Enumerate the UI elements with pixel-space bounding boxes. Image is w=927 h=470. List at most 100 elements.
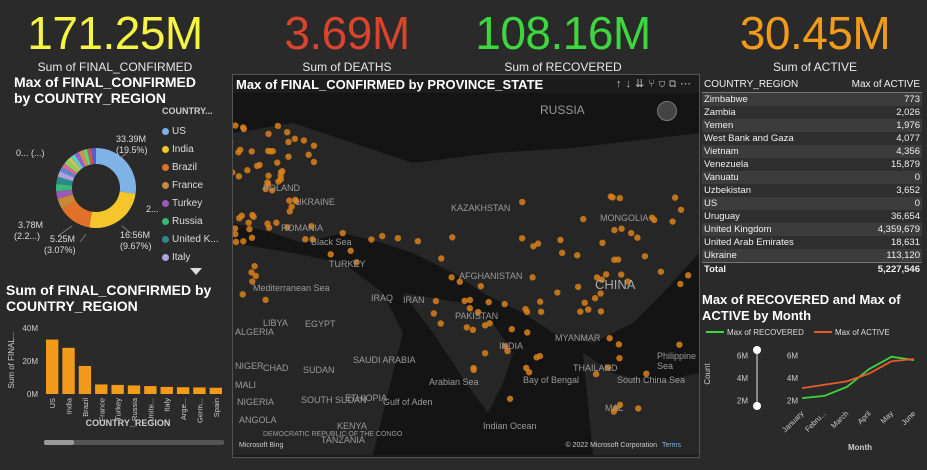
map-bubble[interactable] <box>599 239 606 247</box>
bar[interactable] <box>193 387 206 394</box>
map-bubble[interactable] <box>285 153 292 160</box>
map-bubble[interactable] <box>248 234 256 241</box>
map-bubble[interactable] <box>233 230 239 238</box>
donut-slice[interactable] <box>56 176 73 186</box>
map-bubble[interactable] <box>265 130 272 138</box>
donut-slice[interactable] <box>61 200 92 228</box>
map-bubble[interactable] <box>676 341 683 348</box>
map-bubble[interactable] <box>456 278 463 285</box>
bar[interactable] <box>78 365 92 394</box>
line-visual[interactable]: Max of RECOVERED and Max of ACTIVE by Mo… <box>702 292 924 462</box>
table-row[interactable]: Zambia 2,026 <box>702 106 922 119</box>
map-bubble[interactable] <box>246 225 253 233</box>
map-bubble[interactable] <box>616 354 623 362</box>
map-bubble[interactable] <box>252 272 259 280</box>
map-bubble[interactable] <box>477 282 485 290</box>
map-bubble[interactable] <box>537 308 545 315</box>
map-bubble[interactable] <box>302 236 309 243</box>
table-visual[interactable]: COUNTRY_REGION Max of ACTIVE Zimbabwe 773… <box>702 76 922 282</box>
map-bubble[interactable] <box>609 194 616 201</box>
donut-slice[interactable] <box>78 150 89 167</box>
donut-slice[interactable] <box>74 152 86 168</box>
map-bubble[interactable] <box>529 274 536 281</box>
col-header-country[interactable]: COUNTRY_REGION <box>702 76 829 93</box>
map-bubble[interactable] <box>651 216 658 224</box>
donut-slice[interactable] <box>56 183 73 192</box>
legend-item-1[interactable]: India <box>162 140 226 158</box>
table-row[interactable]: Zimbabwe 773 <box>702 92 922 106</box>
legend-item-4[interactable]: Turkey <box>162 194 226 212</box>
legend-item-5[interactable]: Russia <box>162 212 226 230</box>
map-bubble[interactable] <box>239 124 247 131</box>
map-bubble[interactable] <box>524 329 531 336</box>
bar[interactable] <box>176 387 190 394</box>
map-bubble[interactable] <box>379 232 386 240</box>
map-bubble[interactable] <box>235 173 243 180</box>
map-bubble[interactable] <box>577 308 584 315</box>
map-bubble[interactable] <box>525 368 533 376</box>
map-bubble[interactable] <box>308 223 315 230</box>
map-visual[interactable]: Max of FINAL_CONFIRMED by PROVINCE_STATE… <box>232 74 700 458</box>
map-bubble[interactable] <box>534 240 542 247</box>
map-bubble[interactable] <box>291 135 299 143</box>
map-bubble[interactable] <box>634 234 641 241</box>
drill-down-icon[interactable]: ↓ <box>625 78 635 90</box>
map-bubble[interactable] <box>268 187 276 194</box>
map-bubble[interactable] <box>249 278 256 285</box>
map-bubble[interactable] <box>597 290 604 297</box>
map-bubble[interactable] <box>353 259 360 266</box>
map-bubble[interactable] <box>285 138 292 146</box>
map-bubble[interactable] <box>481 350 489 357</box>
filter-icon[interactable]: ⛉ <box>658 78 670 90</box>
map-bubble[interactable] <box>610 408 618 415</box>
kpi-recovered[interactable]: 108.16M Sum of RECOVERED <box>468 10 658 74</box>
donut-slice[interactable] <box>96 148 136 194</box>
drill-mode-icon[interactable]: ⑂ <box>648 78 659 90</box>
map-bubble[interactable] <box>438 255 445 262</box>
map-bubble[interactable] <box>327 251 334 258</box>
map-bubble[interactable] <box>504 347 511 355</box>
map-bubble[interactable] <box>233 225 239 232</box>
map-bubble[interactable] <box>414 237 422 245</box>
donut-slice[interactable] <box>89 191 136 228</box>
donut-slice[interactable] <box>57 171 75 182</box>
map-bubble[interactable] <box>430 310 438 317</box>
map-bubble[interactable] <box>240 238 247 245</box>
map-bubble[interactable] <box>463 324 470 331</box>
expand-level-icon[interactable]: ⇊ <box>634 78 649 90</box>
map-bubble[interactable] <box>292 196 299 204</box>
donut-slice[interactable] <box>70 154 84 170</box>
donut-slice[interactable] <box>87 148 94 165</box>
map-bubble[interactable] <box>265 224 273 231</box>
map-bubble[interactable] <box>432 297 440 305</box>
table-row[interactable]: Ukraine 113,120 <box>702 249 922 263</box>
map-bubble[interactable] <box>501 343 509 350</box>
map-bubble[interactable] <box>310 158 318 166</box>
map-bubble[interactable] <box>604 364 612 371</box>
map-focus-icon[interactable] <box>657 101 677 121</box>
map-bubble[interactable] <box>506 395 514 402</box>
map-bubble[interactable] <box>618 271 625 278</box>
bar[interactable] <box>127 385 141 394</box>
map-bubble[interactable] <box>449 234 456 241</box>
map-bubble[interactable] <box>585 306 592 313</box>
map-bubble[interactable] <box>624 278 631 285</box>
map-bubble[interactable] <box>557 236 564 244</box>
more-options-icon[interactable]: ⋯ <box>680 78 695 90</box>
map-bubble[interactable] <box>581 299 588 306</box>
table-row[interactable]: US 0 <box>702 197 922 210</box>
map-bubble[interactable] <box>530 243 537 250</box>
map-bubble[interactable] <box>618 225 625 232</box>
line-chart[interactable]: Max of RECOVERED Max of ACTIVE Count 6M 6… <box>702 326 924 456</box>
map-bubble[interactable] <box>236 214 243 222</box>
map-bubble[interactable] <box>394 234 402 242</box>
map-bubble[interactable] <box>264 179 271 186</box>
map-bubble[interactable] <box>580 215 587 223</box>
map-bubble[interactable] <box>253 162 261 170</box>
active-table[interactable]: COUNTRY_REGION Max of ACTIVE Zimbabwe 773… <box>702 76 922 276</box>
bar-visual[interactable]: Sum of FINAL_CONFIRMED by COUNTRY_REGION… <box>6 282 228 454</box>
map-bubble[interactable] <box>300 137 308 144</box>
table-row[interactable]: United Kingdom 4,359,679 <box>702 223 922 236</box>
bar[interactable] <box>209 387 222 394</box>
map-bubble[interactable] <box>501 300 508 308</box>
